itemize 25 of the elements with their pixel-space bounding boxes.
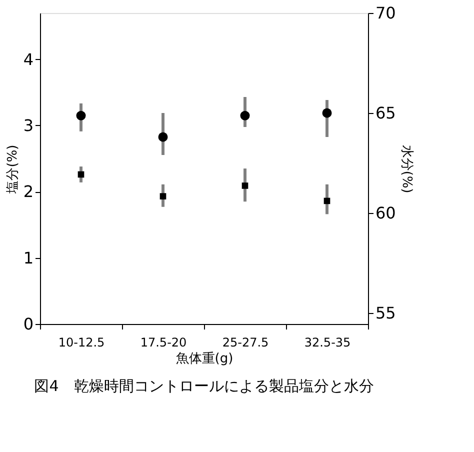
point: [78, 171, 84, 178]
point: [76, 110, 86, 120]
y2-tick-label: 65: [376, 104, 396, 122]
point: [160, 193, 166, 200]
y-tick-label: 4: [23, 50, 34, 69]
y2-axis-title: 水分(%): [398, 144, 414, 194]
x-tick-label: 17.5-20: [140, 336, 187, 350]
y-axis-title: 塩分(%): [5, 144, 20, 194]
x-tick-label: 32.5-35: [304, 336, 351, 350]
x-tick-label: 10-12.5: [58, 336, 105, 350]
y2-tick-label: 60: [376, 204, 396, 222]
point: [322, 108, 332, 118]
point: [242, 182, 248, 189]
x-tick-label: 25-27.5: [222, 336, 269, 350]
x-axis-title: 魚体重(g): [176, 352, 234, 366]
y-tick-label: 0: [23, 314, 34, 334]
text: 図4 乾燥時間コントロールによる製品塩分と水分: [34, 377, 374, 395]
y2-tick-label: 70: [376, 4, 396, 22]
y-tick-label: 1: [23, 248, 34, 268]
point: [158, 132, 168, 142]
point: [324, 198, 330, 204]
y-tick-label: 2: [23, 182, 34, 202]
point: [240, 110, 250, 120]
y-tick-label: 3: [23, 116, 34, 135]
y2-tick-label: 55: [376, 304, 396, 322]
